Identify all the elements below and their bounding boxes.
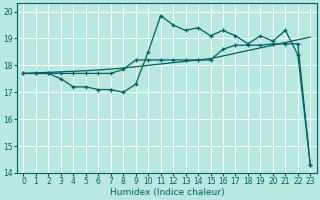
- X-axis label: Humidex (Indice chaleur): Humidex (Indice chaleur): [109, 188, 224, 197]
